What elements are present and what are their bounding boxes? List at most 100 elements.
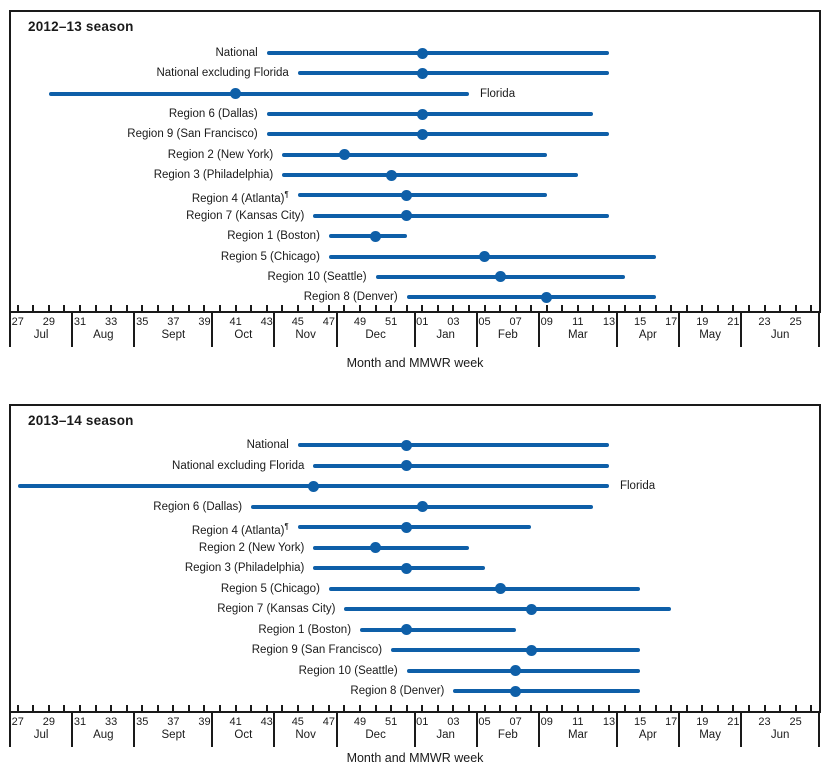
peak-week-dot [525, 603, 537, 615]
season-range-line [313, 566, 485, 570]
axis-week-tick [296, 305, 299, 311]
axis-week-label: 45 [291, 716, 304, 728]
axis-month-label: Aug [93, 329, 114, 341]
peak-week-dot [385, 169, 397, 181]
axis-week-tick [732, 705, 735, 711]
axis-week-tick [374, 705, 377, 711]
axis-week-tick [250, 305, 253, 311]
axis-week-tick [16, 705, 19, 711]
panel-title-2012-13: 2012–13 season [28, 19, 134, 34]
peak-week-dot [401, 562, 413, 574]
axis-week-label: 03 [447, 316, 460, 328]
axis-week-tick [94, 305, 97, 311]
axis-week-tick [607, 705, 610, 711]
axis-week-tick [732, 305, 735, 311]
season-range-line [266, 132, 609, 137]
axis-week-tick [763, 305, 766, 311]
season-range-line [313, 463, 609, 468]
row-label: Region 1 (Boston) [258, 623, 352, 636]
axis-month-label: Apr [638, 729, 657, 741]
axis-month-boundary-tick [475, 711, 478, 747]
peak-week-dot [494, 583, 506, 594]
axis-month-boundary-tick [818, 711, 820, 747]
axis-week-label: 25 [789, 316, 802, 328]
axis-week-tick [219, 705, 222, 711]
axis-month-label: Dec [365, 329, 386, 341]
axis-week-tick [623, 305, 626, 311]
axis-week-label: 07 [509, 716, 522, 728]
season-range-line [266, 51, 609, 55]
axis-week-tick [265, 305, 268, 311]
peak-week-dot [401, 189, 413, 201]
axis-month-label: Jan [436, 329, 455, 341]
row-label: Region 6 (Dallas) [153, 500, 243, 513]
axis-week-label: 25 [789, 716, 802, 728]
peak-week-dot [416, 128, 428, 140]
axis-month-boundary-tick [413, 311, 416, 347]
axis-week-tick [639, 305, 642, 311]
axis-week-tick [421, 705, 424, 711]
axis-week-tick [312, 305, 315, 311]
axis-week-label: 13 [602, 316, 616, 328]
axis-week-label: 09 [540, 716, 553, 728]
x-axis-title: Month and MMWR week [346, 356, 484, 370]
axis-week-label: 23 [758, 316, 771, 328]
axis-week-tick [779, 705, 782, 711]
panel-title-2013-14: 2013–14 season [28, 413, 134, 428]
peak-week-dot [510, 685, 522, 697]
axis-week-label: 15 [633, 316, 647, 328]
row-label: Region 9 (San Francisco) [251, 644, 383, 656]
season-range-line [328, 586, 641, 591]
axis-week-tick [125, 305, 128, 311]
axis-week-tick [545, 305, 548, 311]
axis-week-tick [545, 705, 548, 711]
row-label: National excluding Florida [156, 67, 289, 80]
row-label: Region 3 (Philadelphia) [153, 169, 274, 182]
peak-week-dot [416, 47, 428, 59]
axis-week-tick [530, 705, 533, 711]
row-label: Region 3 (Philadelphia) [184, 562, 305, 574]
row-label: Region 4 (Atlanta)¶ [191, 522, 289, 537]
axis-week-tick [32, 305, 35, 311]
axis-month-label: Jun [770, 729, 790, 741]
peak-week-dot [401, 521, 413, 533]
axis-week-tick [405, 305, 408, 311]
axis-week-label: 21 [727, 316, 740, 328]
axis-week-label: 33 [105, 716, 118, 728]
axis-week-tick [141, 705, 144, 711]
axis-week-tick [172, 705, 175, 711]
season-range-line [266, 112, 594, 117]
axis-week-label: 41 [229, 316, 242, 328]
axis-month-boundary-tick [211, 711, 214, 747]
peak-week-dot [479, 251, 490, 262]
axis-month-label: Jun [770, 329, 790, 341]
peak-week-dot [416, 501, 428, 512]
axis-week-label: 45 [291, 316, 304, 328]
axis-week-tick [514, 305, 517, 311]
season-range-line [313, 545, 469, 550]
footnote-marker: ¶ [284, 190, 289, 200]
axis-week-tick [623, 705, 626, 711]
peak-week-dot [370, 542, 382, 553]
axis-month-boundary-tick [273, 711, 276, 747]
peak-week-dot [401, 210, 413, 222]
axis-week-tick [79, 305, 81, 311]
axis-week-tick [219, 305, 222, 311]
row-label: Region 10 (Seattle) [298, 664, 398, 677]
row-label: Region 10 (Seattle) [267, 270, 367, 283]
axis-week-label: 49 [353, 316, 367, 328]
axis-week-label: 37 [167, 716, 180, 728]
axis-week-label: 05 [478, 716, 491, 728]
footnote-marker: ¶ [284, 522, 289, 531]
axis-month-boundary-tick [273, 311, 276, 347]
axis-week-tick [343, 305, 346, 311]
peak-week-dot [401, 460, 413, 471]
axis-month-label: Jul [33, 729, 49, 741]
axis-month-boundary-tick [740, 711, 743, 747]
peak-week-dot [230, 88, 242, 100]
row-label: Region 8 (Denver) [303, 291, 398, 304]
axis-week-tick [561, 305, 564, 311]
axis-week-label: 47 [322, 716, 336, 728]
season-range-line [48, 91, 469, 96]
x-axis-title: Month and MMWR week [346, 751, 484, 765]
